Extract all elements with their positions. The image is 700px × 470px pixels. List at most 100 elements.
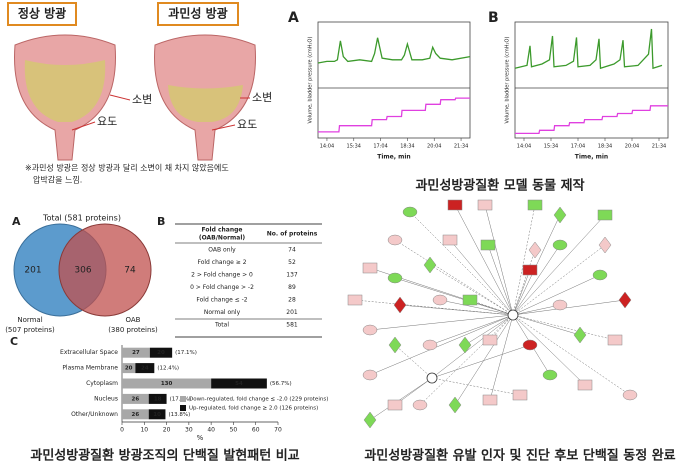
node bbox=[442, 234, 458, 246]
node bbox=[598, 236, 612, 254]
node bbox=[522, 339, 538, 351]
edge bbox=[369, 314, 514, 376]
percent-label: (12.4%) bbox=[157, 366, 179, 372]
bar-count: 20 bbox=[125, 366, 133, 372]
edge bbox=[399, 304, 514, 316]
node bbox=[387, 272, 403, 284]
hub-node bbox=[426, 372, 438, 384]
label: 요도 bbox=[97, 115, 117, 128]
table-cell: 0 > Fold change > -2 bbox=[190, 284, 254, 291]
bar-segment bbox=[122, 378, 212, 389]
percent-label: (56.7%) bbox=[270, 381, 292, 387]
node bbox=[387, 399, 403, 411]
label: 정상 방광 bbox=[18, 6, 66, 21]
x-axis-label: Time, min bbox=[377, 154, 410, 161]
y-tick-label: Cytoplasm bbox=[86, 380, 118, 387]
node bbox=[363, 411, 377, 429]
table-cell: 52 bbox=[288, 259, 296, 266]
venn-count: 74 bbox=[124, 266, 136, 276]
legend-swatch bbox=[180, 396, 186, 402]
panel-label: B bbox=[157, 215, 165, 228]
edge bbox=[512, 269, 531, 316]
y-tick-label: Other/Unknown bbox=[71, 411, 118, 418]
node bbox=[512, 389, 528, 401]
bar-segment bbox=[122, 363, 136, 374]
trace bbox=[515, 105, 668, 135]
node bbox=[522, 264, 538, 276]
edge bbox=[439, 299, 514, 316]
x-tick-label: 50 bbox=[230, 427, 238, 434]
edge bbox=[454, 314, 514, 406]
plot-frame bbox=[317, 21, 471, 139]
bladder-illustration bbox=[7, 2, 256, 161]
table-cell: 89 bbox=[288, 284, 296, 291]
node bbox=[462, 294, 478, 306]
percent-label: (13.8%) bbox=[168, 412, 190, 418]
x-tick-label: 60 bbox=[252, 427, 260, 434]
node bbox=[528, 241, 542, 259]
edge bbox=[512, 249, 536, 316]
node bbox=[577, 379, 593, 391]
node bbox=[622, 389, 638, 401]
table-cell: Normal only bbox=[204, 309, 241, 316]
table-cell: 201 bbox=[286, 309, 298, 316]
edge bbox=[454, 204, 514, 316]
venn-count: 306 bbox=[74, 266, 91, 276]
x-tick-label: 20 bbox=[163, 427, 171, 434]
venn-label: (380 proteins) bbox=[108, 326, 158, 334]
bar-count: 54 bbox=[235, 381, 243, 387]
panel-label: A bbox=[12, 215, 21, 228]
node bbox=[393, 296, 407, 314]
bar-segment bbox=[122, 409, 149, 420]
bar-count: 20 bbox=[157, 350, 165, 356]
node bbox=[347, 294, 363, 306]
label: 소변 bbox=[132, 93, 152, 106]
venn-oab bbox=[58, 223, 152, 317]
node bbox=[388, 336, 402, 354]
node bbox=[477, 199, 493, 211]
label: 과민성 방광 bbox=[168, 6, 227, 21]
node bbox=[447, 199, 463, 211]
node bbox=[597, 209, 613, 221]
bar-count: 27 bbox=[132, 350, 140, 356]
edge bbox=[512, 314, 586, 386]
node bbox=[362, 324, 378, 336]
node bbox=[573, 326, 587, 344]
trace bbox=[514, 28, 663, 70]
node bbox=[553, 206, 567, 224]
caption: 과민성방광질환 방광조직의 단백질 발현패턴 비교 bbox=[30, 448, 299, 464]
x-tick-label: 21:34 bbox=[454, 144, 468, 150]
bar-count: 24 bbox=[141, 366, 149, 372]
x-tick-label: 15:34 bbox=[347, 144, 361, 150]
node bbox=[607, 334, 623, 346]
edge bbox=[369, 314, 514, 331]
percent-label: (17.1%) bbox=[175, 350, 197, 356]
x-tick-label: 21:34 bbox=[652, 144, 666, 150]
table-cell: 137 bbox=[286, 272, 298, 279]
y-axis-label: Volume, bladder pressure (cmH₂O) bbox=[505, 37, 511, 124]
x-tick-label: 15:34 bbox=[544, 144, 558, 150]
table-cell: Fold change ≥ 2 bbox=[197, 259, 246, 266]
panel-label: B bbox=[488, 10, 499, 26]
bar-segment bbox=[148, 393, 167, 404]
venn-label: (507 proteins) bbox=[5, 326, 55, 334]
edge bbox=[431, 314, 514, 379]
edge bbox=[419, 314, 514, 406]
node bbox=[592, 269, 608, 281]
node bbox=[458, 336, 472, 354]
x-tick-label: 17:04 bbox=[373, 144, 387, 150]
x-tick-label: 18:34 bbox=[400, 144, 414, 150]
node bbox=[412, 399, 428, 411]
edge bbox=[429, 314, 514, 346]
node bbox=[448, 396, 462, 414]
node bbox=[362, 262, 378, 274]
x-tick-label: 18:34 bbox=[598, 144, 612, 150]
edge bbox=[489, 314, 514, 401]
y-tick-label: Plasma Membrane bbox=[62, 365, 118, 372]
venn-title: Total (581 proteins) bbox=[42, 214, 121, 223]
panel-label: C bbox=[10, 335, 18, 348]
node bbox=[527, 199, 543, 211]
x-tick-label: 40 bbox=[207, 427, 215, 434]
edge bbox=[431, 377, 521, 396]
